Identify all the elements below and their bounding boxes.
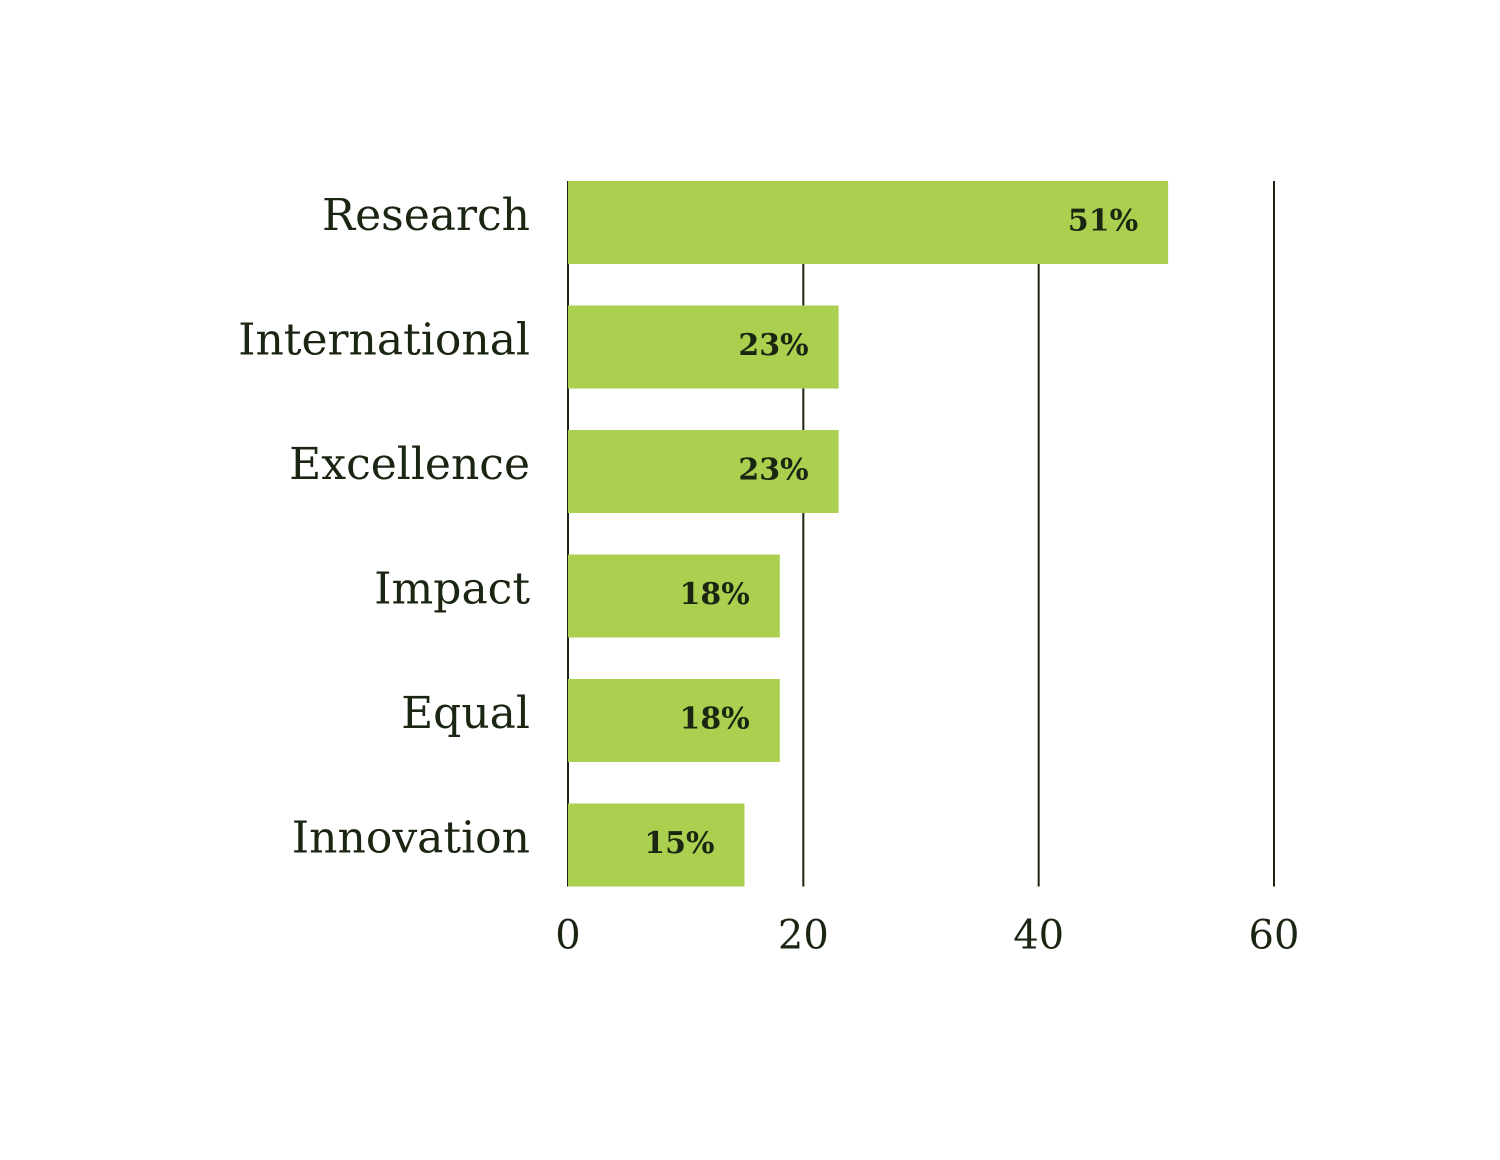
value-label: 23%	[738, 453, 808, 488]
value-label: 15%	[644, 826, 714, 861]
x-tick-label: 60	[1249, 913, 1300, 959]
y-tick-label: Equal	[401, 688, 530, 739]
bar	[568, 181, 1169, 264]
value-label: 18%	[680, 577, 750, 612]
value-label: 18%	[680, 702, 750, 737]
value-label: 23%	[738, 328, 808, 363]
bar	[568, 305, 839, 389]
y-tick-label: Impact	[374, 564, 530, 615]
value-label: 51%	[1068, 204, 1138, 239]
bar	[568, 430, 839, 513]
x-tick-label: 20	[778, 913, 829, 959]
x-tick-label: 40	[1013, 913, 1064, 959]
y-tick-label: Research	[322, 190, 530, 241]
bar	[568, 554, 780, 638]
bar	[568, 679, 780, 762]
y-tick-label: Excellence	[289, 439, 530, 490]
y-tick-label: Innovation	[292, 813, 530, 864]
bar	[568, 803, 745, 887]
x-tick-label: 0	[555, 913, 580, 959]
y-tick-label: International	[238, 315, 530, 366]
